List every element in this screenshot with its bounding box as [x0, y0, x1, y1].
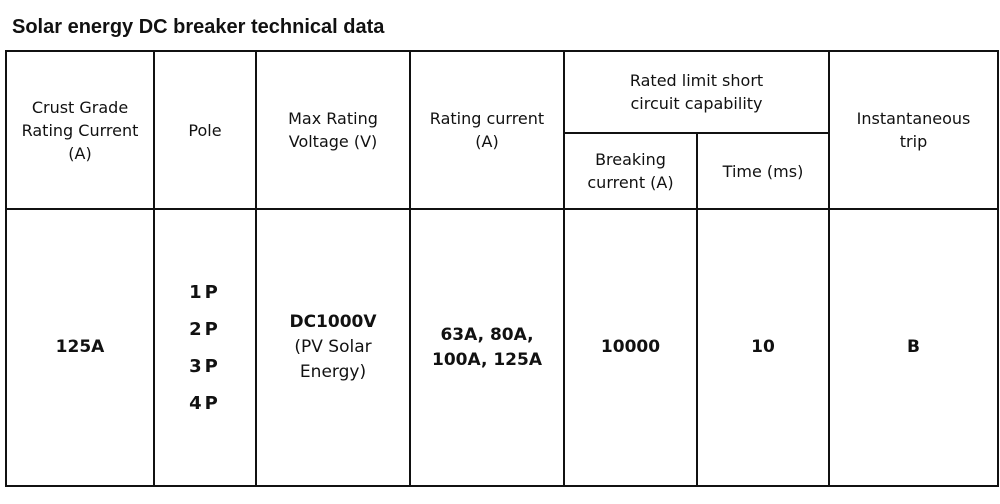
voltage: DC1000V: [289, 312, 377, 332]
header-cell: Rating current (A): [409, 50, 565, 210]
pole: 4P: [189, 392, 221, 414]
cell: DC1000V (PV Solar Energy): [255, 208, 411, 487]
header-row: Breaking current (A) Time (ms): [6, 132, 998, 210]
header-cell: Pole: [153, 50, 257, 210]
cell: 1P 2P 3P 4P: [153, 208, 257, 487]
voltage-note: (PV Solar Energy): [294, 337, 372, 382]
header-row: Crust Grade Rating Current (A) Pole Max …: [5, 50, 1000, 210]
header-cell: Rated limit short circuit capability: [562, 50, 831, 134]
header-cell: Crust Grade Rating Current (A): [5, 50, 155, 210]
header-cell: Instantaneous trip: [828, 50, 1000, 210]
spec-table: Crust Grade Rating Current (A) Pole Max …: [5, 50, 1000, 487]
cell: 10: [695, 208, 831, 487]
header-cell: Time (ms): [695, 132, 831, 210]
cell: 63A, 80A, 100A, 125A: [409, 208, 565, 487]
cell: B: [828, 208, 1000, 487]
header-cell: Breaking current (A): [563, 132, 698, 210]
title: Solar energy DC breaker technical data: [12, 16, 385, 38]
cell: 125A: [5, 208, 155, 487]
pole: 1P: [189, 281, 221, 303]
data-row: 125A 1P 2P 3P 4P DC1000V (PV Solar Energy) …: [5, 208, 1000, 487]
header-cell: Max Rating Voltage (V): [255, 50, 411, 210]
cell: 10000: [563, 208, 698, 487]
pole: 3P: [189, 355, 221, 377]
pole: 2P: [189, 318, 221, 340]
